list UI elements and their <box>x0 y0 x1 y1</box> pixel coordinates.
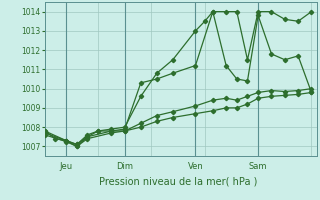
Text: Dim: Dim <box>116 162 133 171</box>
Text: Pression niveau de la mer( hPa ): Pression niveau de la mer( hPa ) <box>99 176 257 186</box>
Text: Sam: Sam <box>249 162 268 171</box>
Text: Jeu: Jeu <box>60 162 73 171</box>
Text: Ven: Ven <box>188 162 203 171</box>
